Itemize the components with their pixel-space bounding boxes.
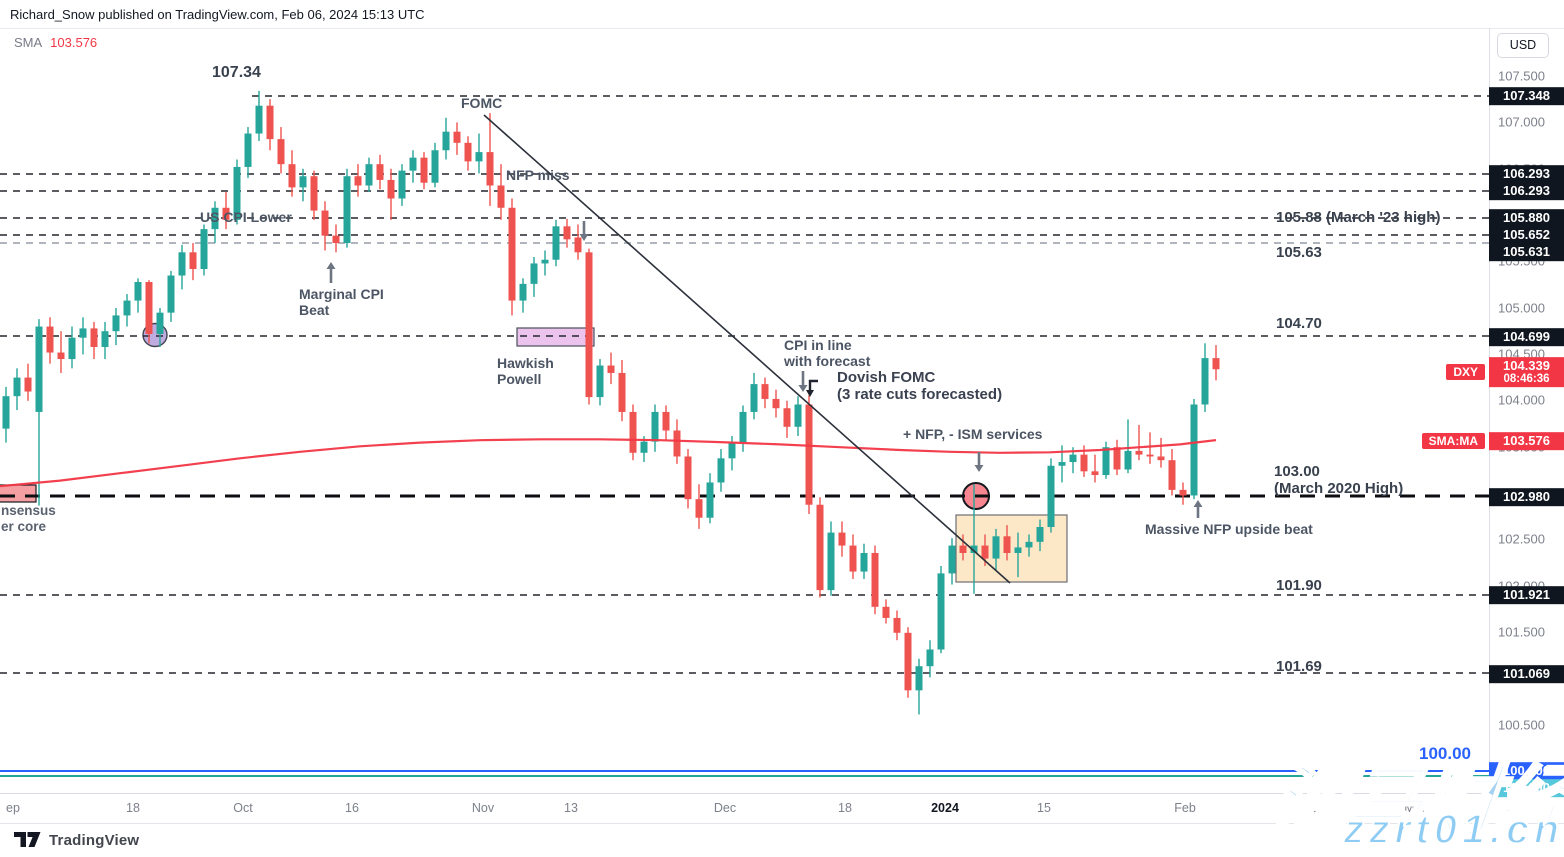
time-tick-label: 18 bbox=[126, 801, 140, 815]
currency-toggle-button[interactable]: USD bbox=[1497, 33, 1549, 58]
price-badge: 105.631 bbox=[1489, 243, 1564, 261]
chart-canvas[interactable] bbox=[0, 0, 1489, 793]
dxy-axis-tag: DXY bbox=[1446, 364, 1485, 380]
time-tick-label: 19 bbox=[1313, 801, 1327, 815]
time-tick-label: Mar bbox=[1404, 801, 1426, 815]
time-tick-label: 2024 bbox=[931, 801, 959, 815]
price-tick-label: 104.000 bbox=[1498, 392, 1545, 408]
time-tick-label: 18 bbox=[838, 801, 852, 815]
time-tick-label: ep bbox=[6, 801, 20, 815]
highlight-box bbox=[0, 484, 37, 503]
price-badge: 103.576 bbox=[1489, 432, 1564, 450]
price-tick-label: 100.500 bbox=[1498, 717, 1545, 733]
time-tick-label: Dec bbox=[713, 801, 737, 815]
elbow-arrow-icon bbox=[808, 379, 818, 392]
header-divider bbox=[0, 28, 1564, 29]
time-tick-label: 16 bbox=[345, 801, 359, 815]
time-tick-label: Oct bbox=[233, 801, 253, 815]
time-tick-label: Nov bbox=[471, 801, 495, 815]
attribution-bar[interactable]: TradingView bbox=[14, 830, 139, 850]
indicator-name: SMA bbox=[14, 35, 43, 50]
price-badge: 105.880 bbox=[1489, 209, 1564, 227]
price-lines-layer bbox=[0, 95, 1489, 777]
price-badge: 105.652 bbox=[1489, 226, 1564, 244]
price-tick-label: 105.000 bbox=[1498, 300, 1545, 316]
price-axis-divider bbox=[1489, 28, 1490, 793]
indicator-legend[interactable]: SMA 103.576 bbox=[14, 35, 97, 50]
price-tick-label: 107.500 bbox=[1498, 68, 1545, 84]
price-badge: 104.699 bbox=[1489, 328, 1564, 346]
indicator-value: 103.576 bbox=[50, 35, 98, 50]
footer-divider bbox=[0, 823, 1564, 824]
event-arrows-layer bbox=[326, 221, 1203, 518]
time-axis[interactable]: ep 18 Oct 16 Nov 13 Dec 18 2024 15 Feb 19 Mar bbox=[0, 793, 1564, 823]
highlight-box bbox=[516, 327, 595, 347]
price-badge: 106.293 bbox=[1489, 182, 1564, 200]
price-badge: 101.069 bbox=[1489, 665, 1564, 683]
time-tick-label: Feb bbox=[1174, 801, 1196, 815]
price-badge: 106.293 bbox=[1489, 165, 1564, 183]
sma-line bbox=[0, 438, 1217, 488]
tradingview-logo-icon bbox=[14, 832, 41, 847]
time-tick-label: 15 bbox=[1037, 801, 1051, 815]
price-axis[interactable]: 107.500107.000106.500106.000105.500105.0… bbox=[1489, 28, 1564, 797]
price-tick-label: 101.500 bbox=[1498, 624, 1545, 640]
price-badge: 102.980 bbox=[1489, 488, 1564, 506]
price-badge: 101.921 bbox=[1489, 586, 1564, 604]
tradingview-wordmark: TradingView bbox=[49, 831, 140, 849]
descending-trendline bbox=[483, 114, 1011, 584]
price-tick-label: 102.500 bbox=[1498, 531, 1545, 547]
drawing-shapes-layer bbox=[0, 322, 1068, 583]
smama-axis-tag: SMA:MA bbox=[1421, 433, 1485, 449]
candles-layer bbox=[2, 90, 1220, 715]
price-badge: 100.000 bbox=[1489, 762, 1564, 780]
price-badge: 100.000 bbox=[1489, 779, 1564, 797]
price-badge: 107.348 bbox=[1489, 87, 1564, 105]
published-byline: Richard_Snow published on TradingView.co… bbox=[10, 7, 425, 22]
time-axis-divider bbox=[0, 793, 1564, 794]
price-badge: 104.339 08:46:36 bbox=[1489, 357, 1564, 387]
time-tick-label: 13 bbox=[564, 801, 578, 815]
price-tick-label: 107.000 bbox=[1498, 114, 1545, 130]
